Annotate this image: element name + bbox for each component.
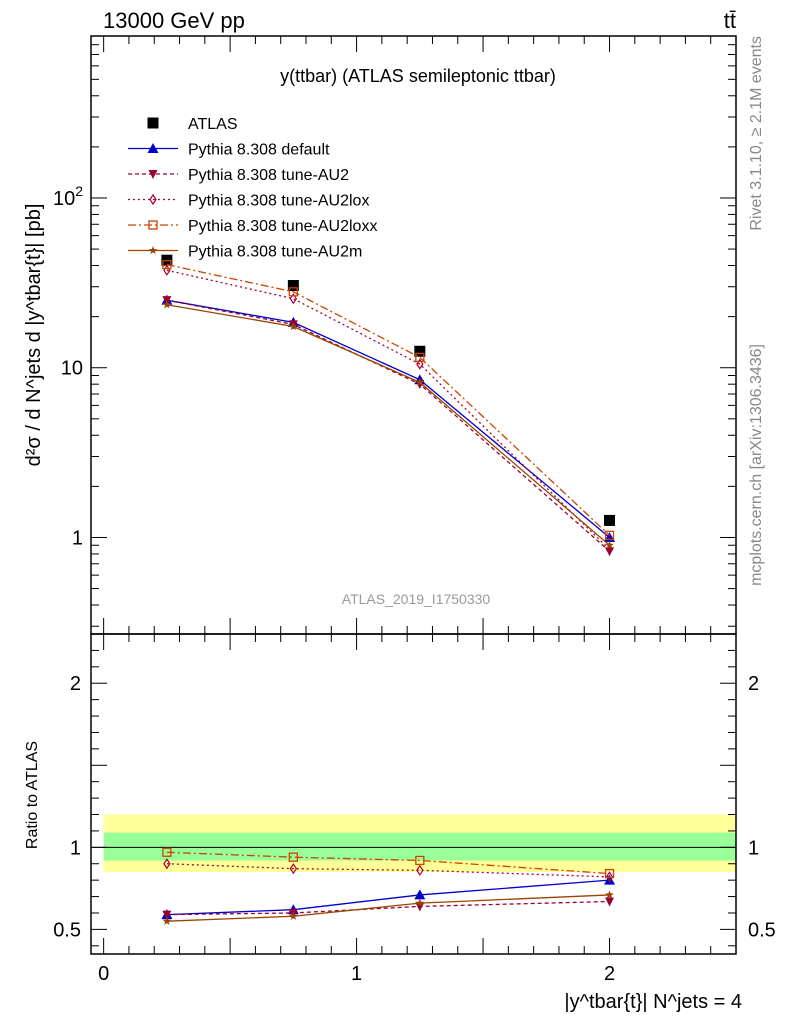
mcplots-label: mcplots.cern.ch [arXiv:1306.3436] (748, 344, 765, 586)
legend-label-default: Pythia 8.308 default (188, 142, 330, 159)
ratio-y-tick-label-left: 0.5 (53, 919, 81, 941)
ratio-uncertainty-band (103, 814, 737, 872)
point-au2lox (416, 358, 424, 370)
ratio-point-au2m (289, 911, 298, 920)
point-au2loxx (415, 352, 425, 363)
point-au2lox (289, 293, 298, 305)
legend-marker-au2lox (149, 193, 157, 206)
main-y-axis-label: d²σ / d N^jets d |y^tbar{t}| [pb] (23, 204, 45, 467)
series-line-au2lox (166, 269, 610, 550)
main-panel: 1 10 102 y(ttbar) (ATLAS semileptonic ttba… (23, 35, 737, 635)
main-y-tick-label: 102 (53, 183, 83, 210)
legend-marker-data (147, 117, 159, 129)
ratio-point-default (414, 889, 426, 900)
ratio-point-au2m (605, 890, 614, 899)
ratio-y-tick-label-left: 2 (70, 673, 81, 695)
point-au2loxx (162, 259, 172, 270)
ratio-point-au2 (415, 902, 425, 912)
point-au2loxx (288, 287, 299, 297)
legend-marker-au2 (148, 170, 158, 179)
ratio-point-au2loxx (604, 868, 615, 879)
point-data (604, 514, 616, 526)
tick-exponent: 2 (75, 183, 83, 199)
point-au2m (415, 377, 425, 386)
analysis-tag: ATLAS_2019_I1750330 (342, 591, 491, 607)
main-title: y(ttbar) (ATLAS semileptonic ttbar) (280, 66, 556, 86)
legend-label-au2m: Pythia 8.308 tune-AU2m (188, 244, 362, 261)
ratio-y-tick-label-right: 0.5 (748, 919, 776, 941)
ratio-frame (90, 633, 737, 955)
header-right: tt̄ (724, 8, 736, 33)
point-data (287, 280, 299, 292)
legend-marker-au2m (148, 246, 158, 255)
x-tick-label: 1 (351, 963, 362, 985)
point-au2m (162, 300, 172, 309)
series-line-au2loxx (166, 263, 610, 536)
legend-marker-default (147, 143, 159, 153)
main-series-group (161, 254, 616, 557)
ratio-point-au2 (605, 897, 615, 907)
ratio-point-au2m (415, 898, 425, 907)
ratio-axis-ticks: 0.5 0.5 1 1 2 2 0 1 2 (53, 634, 776, 985)
ratio-point-au2lox (289, 863, 298, 875)
ratio-y-tick-label-right: 1 (748, 837, 759, 859)
ratio-point-au2loxx (288, 852, 299, 862)
series-line-au2m (166, 304, 610, 546)
rivet-label: Rivet 3.1.10, ≥ 2.1M events (748, 36, 765, 231)
main-y-label-text: d²σ / d N^jets d |y^tbar{t}| [pb] (23, 204, 45, 467)
ratio-point-au2m (162, 916, 172, 925)
main-y-tick-label: 1 (72, 527, 83, 549)
ratio-panel: 0.5 0.5 1 1 2 2 0 1 2 Ratio to ATLAS |y^tbar{t}|… (24, 633, 776, 1013)
legend-label-au2: Pythia 8.308 tune-AU2 (188, 167, 349, 184)
legend-label-au2lox: Pythia 8.308 tune-AU2lox (188, 193, 369, 210)
legend-label-au2loxx: Pythia 8.308 tune-AU2loxx (188, 218, 377, 235)
ratio-line-default (166, 879, 610, 916)
x-tick-label: 2 (604, 963, 615, 985)
x-tick-label: 0 (98, 963, 109, 985)
ratio-line-au2loxx (166, 851, 610, 875)
point-au2m (289, 321, 298, 331)
ratio-point-default (604, 874, 616, 885)
series-line-default (166, 299, 610, 538)
ratio-y-tick-label-right: 2 (748, 673, 759, 695)
ratio-y-axis-label: Ratio to ATLAS (24, 741, 41, 849)
ratio-series-group (161, 847, 616, 925)
ratio-point-au2 (162, 910, 172, 920)
series-line-au2 (166, 299, 610, 552)
legend: ATLAS Pythia 8.308 default Pythia 8.308 tu… (128, 116, 377, 261)
ratio-y-label-text: Ratio to ATLAS (24, 741, 41, 849)
header-left: 13000 GeV pp (103, 8, 245, 33)
ratio-y-tick-label-left: 1 (70, 837, 81, 859)
ratio-point-au2lox (416, 864, 424, 876)
ratio-point-au2lox (605, 871, 614, 883)
point-au2 (605, 547, 615, 557)
point-data (414, 345, 426, 357)
ratio-line-au2m (166, 894, 610, 922)
main-axis-ticks: 1 10 102 (53, 35, 737, 634)
main-y-tick-label: 10 (61, 358, 83, 380)
point-au2loxx (604, 530, 615, 540)
legend-label-data: ATLAS (188, 116, 238, 133)
ratio-point-au2lox (163, 858, 171, 870)
x-axis-label: |y^tbar{t}| N^jets = 4 (564, 991, 742, 1013)
ratio-point-au2loxx (162, 847, 172, 857)
point-au2m (605, 540, 614, 549)
ratio-point-au2loxx (415, 855, 425, 866)
legend-marker-au2loxx (148, 220, 158, 230)
